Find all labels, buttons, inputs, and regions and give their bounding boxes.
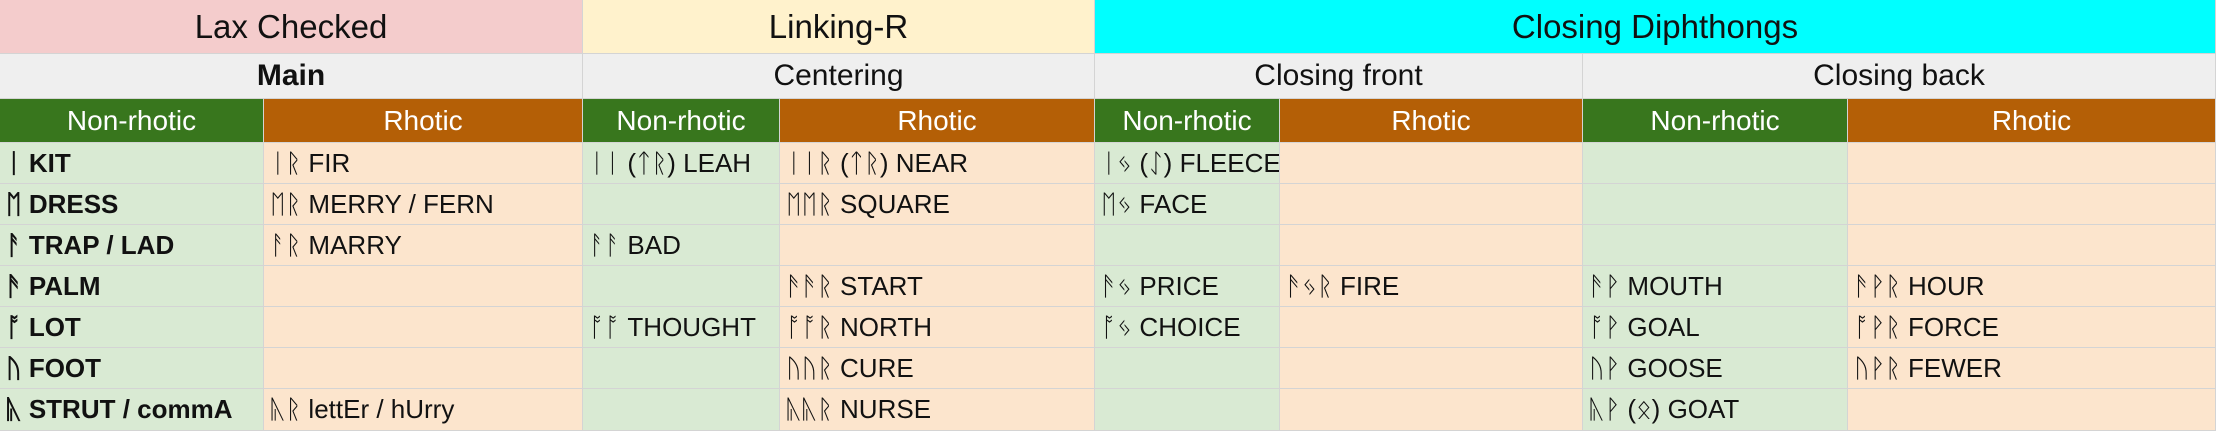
table-cell[interactable]: ᚫ PALM [0, 266, 264, 307]
col-header-nonrhotic[interactable]: Non-rhotic [0, 99, 264, 143]
table-cell[interactable] [1848, 389, 2216, 431]
table-cell[interactable] [583, 389, 780, 431]
table-cell[interactable]: ᛁᛃ (ᛇ) FLEECE [1095, 143, 1280, 184]
table-cell[interactable] [1280, 184, 1583, 225]
table-cell[interactable]: ᚢ FOOT [0, 348, 264, 389]
table-cell[interactable]: ᛁ KIT [0, 143, 264, 184]
header-linking-r[interactable]: Linking-R [583, 0, 1095, 54]
header-closing-diphthongs[interactable]: Closing Diphthongs [1095, 0, 2216, 54]
subheader-centering[interactable]: Centering [583, 54, 1095, 99]
table-cell[interactable] [1848, 143, 2216, 184]
subheader-main[interactable]: Main [0, 54, 583, 99]
table-cell[interactable] [264, 348, 583, 389]
col-header-rhotic[interactable]: Rhotic [780, 99, 1095, 143]
table-cell[interactable] [1583, 225, 1848, 266]
table-cell[interactable] [1095, 225, 1280, 266]
table-cell[interactable]: ᚨᚱ MARRY [264, 225, 583, 266]
table-cell[interactable] [1583, 143, 1848, 184]
table-cell[interactable]: ᚫᚹᚱ HOUR [1848, 266, 2216, 307]
table-cell[interactable]: ᚫᚫᚱ START [780, 266, 1095, 307]
table-cell[interactable]: ᚩᚩᚱ NORTH [780, 307, 1095, 348]
table-cell[interactable]: ᚫᛃᚱ FIRE [1280, 266, 1583, 307]
table-cell[interactable]: ᚢᚹᚱ FEWER [1848, 348, 2216, 389]
table-cell[interactable] [1280, 348, 1583, 389]
table-cell[interactable] [1095, 348, 1280, 389]
table-cell[interactable]: ᚩᛃ CHOICE [1095, 307, 1280, 348]
table-cell[interactable] [1095, 389, 1280, 431]
table-cell[interactable]: ᚣᚣᚱ NURSE [780, 389, 1095, 431]
table-cell[interactable] [1280, 307, 1583, 348]
table-cell[interactable]: ᛁᛁ (ᛏᚱ) LEAH [583, 143, 780, 184]
table-cell[interactable]: ᚫᚹ MOUTH [1583, 266, 1848, 307]
subheader-closing-back[interactable]: Closing back [1583, 54, 2216, 99]
table-cell[interactable] [583, 184, 780, 225]
table-cell[interactable] [780, 225, 1095, 266]
header-lax-checked[interactable]: Lax Checked [0, 0, 583, 54]
table-cell[interactable] [1280, 389, 1583, 431]
col-header-rhotic[interactable]: Rhotic [264, 99, 583, 143]
table-cell[interactable]: ᛖ DRESS [0, 184, 264, 225]
table-cell[interactable] [1280, 143, 1583, 184]
table-cell[interactable] [1848, 184, 2216, 225]
table-cell[interactable]: ᚣᚹ (ᛟ) GOAT [1583, 389, 1848, 431]
col-header-nonrhotic[interactable]: Non-rhotic [1583, 99, 1848, 143]
table-cell[interactable] [1848, 225, 2216, 266]
col-header-rhotic[interactable]: Rhotic [1280, 99, 1583, 143]
table-cell[interactable]: ᛁᚱ FIR [264, 143, 583, 184]
table-cell[interactable]: ᚢᚹ GOOSE [1583, 348, 1848, 389]
col-header-rhotic[interactable]: Rhotic [1848, 99, 2216, 143]
table-cell[interactable] [583, 348, 780, 389]
table-cell[interactable]: ᛖᛃ FACE [1095, 184, 1280, 225]
table-cell[interactable] [264, 266, 583, 307]
subheader-closing-front[interactable]: Closing front [1095, 54, 1583, 99]
table-cell[interactable]: ᛖᛖᚱ SQUARE [780, 184, 1095, 225]
table-cell[interactable] [264, 307, 583, 348]
col-header-nonrhotic[interactable]: Non-rhotic [583, 99, 780, 143]
table-cell[interactable]: ᚢᚢᚱ CURE [780, 348, 1095, 389]
table-cell[interactable]: ᚨ TRAP / LAD [0, 225, 264, 266]
table-cell[interactable] [1280, 225, 1583, 266]
table-cell[interactable]: ᚫᛃ PRICE [1095, 266, 1280, 307]
col-header-nonrhotic[interactable]: Non-rhotic [1095, 99, 1280, 143]
table-cell[interactable] [1583, 184, 1848, 225]
table-cell[interactable]: ᛖᚱ MERRY / FERN [264, 184, 583, 225]
table-cell[interactable]: ᛁᛁᚱ (ᛏᚱ) NEAR [780, 143, 1095, 184]
table-cell[interactable]: ᚣᚱ lettEr / hUrry [264, 389, 583, 431]
table-cell[interactable]: ᚩᚹᚱ FORCE [1848, 307, 2216, 348]
table-cell[interactable]: ᚨᚨ BAD [583, 225, 780, 266]
table-cell[interactable]: ᚣ STRUT / commA [0, 389, 264, 431]
table-cell[interactable]: ᚩᚩ THOUGHT [583, 307, 780, 348]
table-cell[interactable] [583, 266, 780, 307]
table-cell[interactable]: ᚩ LOT [0, 307, 264, 348]
table-cell[interactable]: ᚩᚹ GOAL [1583, 307, 1848, 348]
